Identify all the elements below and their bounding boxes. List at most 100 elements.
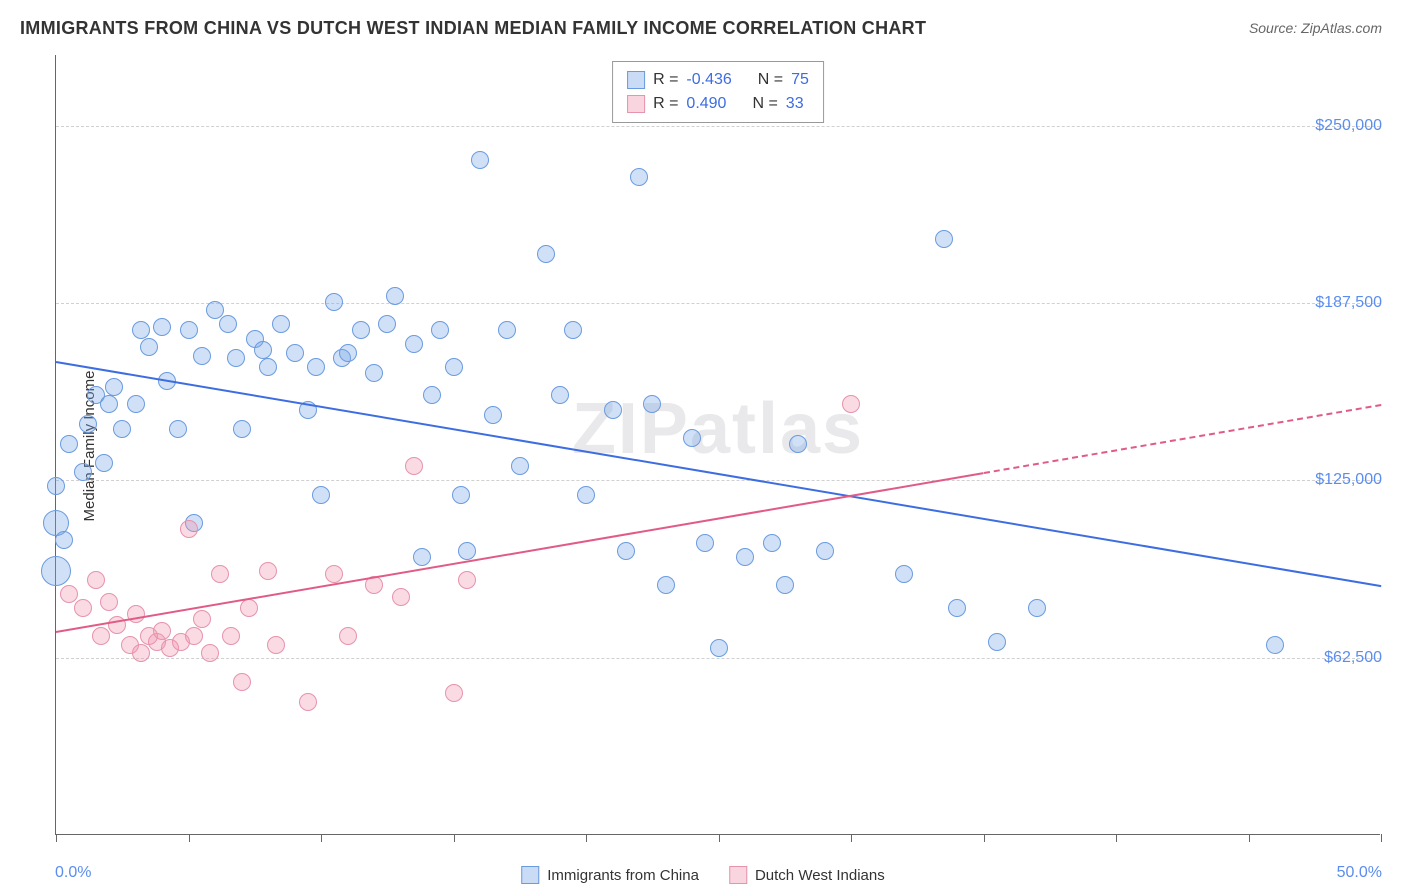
data-point-china bbox=[60, 435, 78, 453]
x-tick bbox=[719, 834, 720, 842]
data-point-china bbox=[254, 341, 272, 359]
data-point-china bbox=[776, 576, 794, 594]
data-point-china bbox=[312, 486, 330, 504]
data-point-china bbox=[988, 633, 1006, 651]
data-point-dutch bbox=[87, 571, 105, 589]
data-point-china bbox=[423, 386, 441, 404]
data-point-dutch bbox=[185, 627, 203, 645]
y-tick-label: $62,500 bbox=[1324, 649, 1382, 667]
x-tick bbox=[851, 834, 852, 842]
data-point-dutch bbox=[267, 636, 285, 654]
data-point-dutch bbox=[842, 395, 860, 413]
trend-line bbox=[56, 361, 1381, 587]
data-point-china bbox=[55, 531, 73, 549]
data-point-china bbox=[484, 406, 502, 424]
data-point-dutch bbox=[325, 565, 343, 583]
data-point-china bbox=[47, 477, 65, 495]
data-point-dutch bbox=[132, 644, 150, 662]
data-point-china bbox=[816, 542, 834, 560]
x-tick bbox=[1116, 834, 1117, 842]
correlation-stats-box: R = -0.436 N = 75 R = 0.490 N = 33 bbox=[612, 61, 824, 123]
data-point-china bbox=[339, 344, 357, 362]
legend-item-china: Immigrants from China bbox=[521, 866, 699, 884]
x-tick bbox=[1249, 834, 1250, 842]
data-point-china bbox=[307, 358, 325, 376]
data-point-dutch bbox=[193, 610, 211, 628]
x-tick bbox=[321, 834, 322, 842]
data-point-dutch bbox=[458, 571, 476, 589]
data-point-china bbox=[95, 454, 113, 472]
data-point-china bbox=[193, 347, 211, 365]
plot-area: ZIPatlas R = -0.436 N = 75 R = 0.490 N =… bbox=[55, 55, 1380, 835]
bottom-legend: Immigrants from China Dutch West Indians bbox=[521, 866, 885, 884]
data-point-dutch bbox=[60, 585, 78, 603]
r-value-china: -0.436 bbox=[686, 68, 731, 92]
data-point-dutch bbox=[392, 588, 410, 606]
data-point-china bbox=[763, 534, 781, 552]
data-point-china bbox=[153, 318, 171, 336]
x-axis-max-label: 50.0% bbox=[1337, 864, 1382, 882]
data-point-china bbox=[643, 395, 661, 413]
data-point-china bbox=[365, 364, 383, 382]
chart-title: IMMIGRANTS FROM CHINA VS DUTCH WEST INDI… bbox=[20, 18, 926, 39]
data-point-china bbox=[259, 358, 277, 376]
x-tick bbox=[56, 834, 57, 842]
data-point-dutch bbox=[211, 565, 229, 583]
data-point-china bbox=[452, 486, 470, 504]
data-point-china bbox=[683, 429, 701, 447]
r-label: R = bbox=[653, 92, 678, 116]
gridline bbox=[56, 480, 1380, 481]
data-point-china bbox=[378, 315, 396, 333]
n-value-china: 75 bbox=[791, 68, 809, 92]
legend-item-dutch: Dutch West Indians bbox=[729, 866, 885, 884]
data-point-china bbox=[105, 378, 123, 396]
data-point-china bbox=[233, 420, 251, 438]
y-tick-label: $187,500 bbox=[1315, 294, 1382, 312]
legend-label-dutch: Dutch West Indians bbox=[755, 867, 885, 884]
data-point-china bbox=[132, 321, 150, 339]
data-point-china bbox=[352, 321, 370, 339]
legend-swatch-china-icon bbox=[521, 866, 539, 884]
n-label: N = bbox=[752, 92, 777, 116]
data-point-china bbox=[895, 565, 913, 583]
x-tick bbox=[984, 834, 985, 842]
data-point-dutch bbox=[92, 627, 110, 645]
x-tick bbox=[189, 834, 190, 842]
y-tick-label: $250,000 bbox=[1315, 117, 1382, 135]
data-point-china bbox=[127, 395, 145, 413]
data-point-china bbox=[630, 168, 648, 186]
source-attribution: Source: ZipAtlas.com bbox=[1249, 20, 1382, 36]
data-point-china bbox=[564, 321, 582, 339]
data-point-dutch bbox=[339, 627, 357, 645]
x-axis-min-label: 0.0% bbox=[55, 864, 91, 882]
data-point-china bbox=[604, 401, 622, 419]
data-point-china bbox=[1028, 599, 1046, 617]
data-point-china bbox=[140, 338, 158, 356]
data-point-china bbox=[41, 556, 71, 586]
data-point-china bbox=[948, 599, 966, 617]
data-point-china bbox=[537, 245, 555, 263]
data-point-china bbox=[551, 386, 569, 404]
data-point-dutch bbox=[100, 593, 118, 611]
y-tick-label: $125,000 bbox=[1315, 471, 1382, 489]
trend-line bbox=[56, 472, 984, 633]
stats-row-dutch: R = 0.490 N = 33 bbox=[627, 92, 809, 116]
x-tick bbox=[586, 834, 587, 842]
n-label: N = bbox=[758, 68, 783, 92]
gridline bbox=[56, 658, 1380, 659]
data-point-china bbox=[206, 301, 224, 319]
data-point-china bbox=[113, 420, 131, 438]
r-label: R = bbox=[653, 68, 678, 92]
swatch-dutch-icon bbox=[627, 95, 645, 113]
data-point-dutch bbox=[222, 627, 240, 645]
legend-swatch-dutch-icon bbox=[729, 866, 747, 884]
gridline bbox=[56, 303, 1380, 304]
r-value-dutch: 0.490 bbox=[686, 92, 726, 116]
data-point-china bbox=[736, 548, 754, 566]
x-tick bbox=[454, 834, 455, 842]
gridline bbox=[56, 126, 1380, 127]
data-point-dutch bbox=[405, 457, 423, 475]
data-point-china bbox=[1266, 636, 1284, 654]
data-point-china bbox=[696, 534, 714, 552]
data-point-china bbox=[100, 395, 118, 413]
